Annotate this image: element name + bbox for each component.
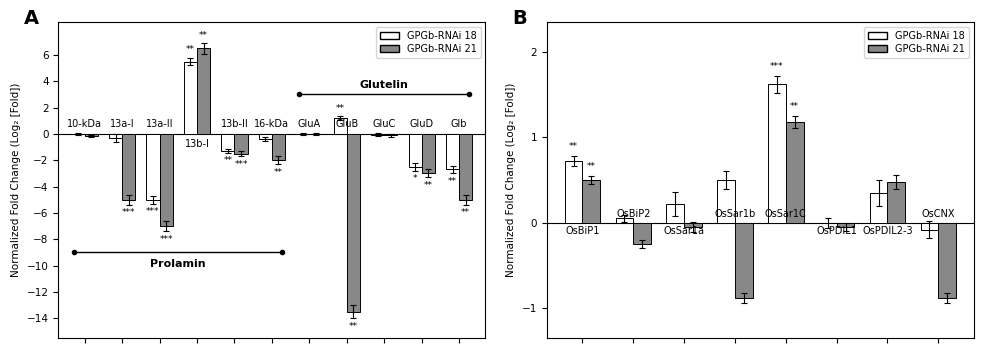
Bar [85,134,98,136]
Bar [334,118,347,134]
Text: GluD: GluD [410,119,433,129]
Bar [921,223,939,229]
Text: 13b-I: 13b-I [184,138,210,149]
Bar [564,161,582,223]
Text: GluB: GluB [335,119,359,129]
Text: **: ** [349,321,358,331]
Bar [160,134,172,226]
Text: *: * [413,174,418,183]
Text: OsPDIL1: OsPDIL1 [817,226,857,236]
Bar [122,134,135,200]
Legend: GPGb-RNAi 18, GPGb-RNAi 21: GPGb-RNAi 18, GPGb-RNAi 21 [375,27,481,58]
Bar [259,134,272,139]
Bar [768,84,786,223]
Text: **: ** [790,102,799,111]
Text: ***: *** [146,207,160,216]
Y-axis label: Normalized Fold Change (Log₂ [Fold]): Normalized Fold Change (Log₂ [Fold]) [11,83,21,277]
Bar [666,204,685,223]
Text: Glutelin: Glutelin [360,80,409,91]
Text: ***: *** [234,160,248,169]
Legend: GPGb-RNAi 18, GPGb-RNAi 21: GPGb-RNAi 18, GPGb-RNAi 21 [864,27,969,58]
Bar [836,223,854,227]
Text: **: ** [199,31,208,40]
Text: ***: *** [122,209,135,217]
Text: OsBiP2: OsBiP2 [616,209,650,219]
Text: GluC: GluC [372,119,396,129]
Text: **: ** [186,45,195,54]
Text: OsSar1C: OsSar1C [765,209,807,219]
Text: A: A [25,9,39,28]
Bar [371,134,384,135]
Text: 13b-II: 13b-II [221,119,248,129]
Bar [272,134,285,160]
Text: 13a-II: 13a-II [146,119,173,129]
Bar [197,48,210,134]
Bar [347,134,360,312]
Text: Prolamin: Prolamin [151,259,206,269]
Text: 16-kDa: 16-kDa [254,119,290,129]
Bar [384,134,397,135]
Bar [582,180,600,223]
Text: OsSar1b: OsSar1b [714,209,755,219]
Bar [459,134,472,200]
Text: 13a-I: 13a-I [109,119,134,129]
Text: OsSar1a: OsSar1a [664,226,704,236]
Bar [887,182,905,223]
Bar [939,223,956,298]
Y-axis label: Normalized Fold Change (Log₂ [Fold]): Normalized Fold Change (Log₂ [Fold]) [506,83,516,277]
Text: **: ** [274,167,283,177]
Bar [735,223,753,298]
Bar [870,193,887,223]
Text: **: ** [569,142,578,151]
Text: 10-kDa: 10-kDa [67,119,102,129]
Bar [685,223,702,227]
Text: ***: *** [160,235,172,244]
Bar [222,134,234,151]
Text: **: ** [461,209,470,217]
Text: **: ** [336,104,345,113]
Text: **: ** [224,156,232,165]
Bar [422,134,434,173]
Text: Glb: Glb [451,119,468,129]
Text: B: B [513,9,528,28]
Bar [446,134,459,170]
Text: **: ** [587,162,596,171]
Text: GluA: GluA [297,119,321,129]
Text: **: ** [448,177,457,186]
Bar [109,134,122,138]
Text: **: ** [424,181,432,190]
Bar [717,180,735,223]
Bar [147,134,160,200]
Text: OsCNX: OsCNX [922,209,955,219]
Bar [184,62,197,134]
Bar [409,134,422,167]
Bar [234,134,247,154]
Bar [616,218,633,223]
Bar [633,223,651,244]
Bar [786,122,804,223]
Text: OsBiP1: OsBiP1 [565,226,600,236]
Text: OsPDIL2-3: OsPDIL2-3 [862,226,913,236]
Text: ***: *** [770,62,784,71]
